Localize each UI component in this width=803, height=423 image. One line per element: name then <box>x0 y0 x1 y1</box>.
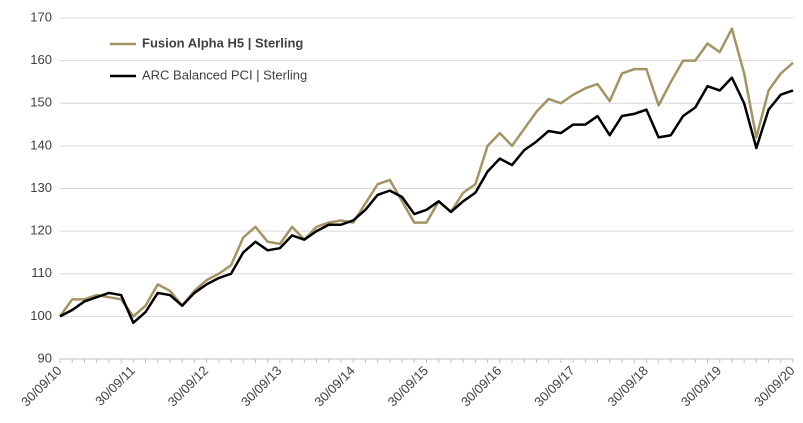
y-tick-label: 160 <box>30 52 52 67</box>
y-tick-label: 130 <box>30 180 52 195</box>
x-tick-label: 30/09/15 <box>385 363 431 409</box>
x-tick-label: 30/09/20 <box>751 363 797 409</box>
y-tick-label: 140 <box>30 137 52 152</box>
x-tick-label: 30/09/10 <box>18 363 64 409</box>
y-tick-label: 170 <box>30 9 52 24</box>
x-tick-label: 30/09/16 <box>458 363 504 409</box>
x-tick-label: 30/09/11 <box>92 363 138 409</box>
y-tick-label: 110 <box>31 265 52 280</box>
y-tick-label: 150 <box>30 95 52 110</box>
x-tick-label: 30/09/12 <box>165 363 211 409</box>
series-line <box>59 76 794 325</box>
x-tick-label: 30/09/18 <box>605 363 651 409</box>
y-tick-label: 90 <box>38 350 52 365</box>
x-tick-label: 30/09/13 <box>238 363 284 409</box>
x-tick-label: 30/09/17 <box>531 363 577 409</box>
y-tick-label: 100 <box>30 308 52 323</box>
legend-label: Fusion Alpha H5 | Sterling <box>142 35 303 50</box>
y-tick-label: 120 <box>30 223 52 238</box>
legend-label: ARC Balanced PCI | Sterling <box>142 67 307 82</box>
x-tick-label: 30/09/19 <box>678 363 724 409</box>
x-tick-label: 30/09/14 <box>311 363 357 409</box>
